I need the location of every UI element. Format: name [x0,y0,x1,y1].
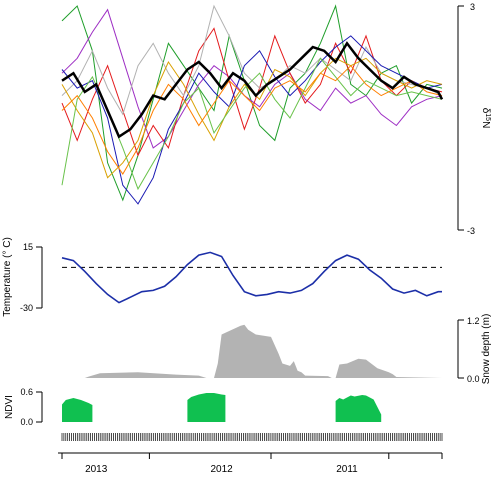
year-label-2011: 2011 [336,464,358,475]
ndvi-y-tick-label-top: 0.6 [20,387,33,397]
d15n-individual-line-3 [61,27,443,157]
sample-date-rug [61,433,443,441]
d15n-individual-line-6 [61,57,443,179]
ndvi-area-3 [335,395,382,422]
d15n-mean-line [61,41,444,139]
year-label-2013: 2013 [85,464,108,475]
timeline-year-group: 2013 2012 2011 [61,453,443,475]
d15n-y-tick-label-top: 3 [470,2,475,12]
year-label-2012: 2012 [210,464,233,475]
ndvi-y-tick-label-bottom: 0.0 [20,417,33,427]
ndvi-series-group [62,393,382,422]
snow-y-tick-label-top: 1.2 [467,316,480,326]
snow-y-axis-label: Snow depth (m) [481,314,492,385]
ndvi-panel: 0.6 0.0 NDVI [4,387,382,427]
temperature-y-axis-label: Temperature (° C) [2,237,13,317]
temperature-series-group [61,251,442,304]
d15n-individual-line-8 [61,64,443,175]
d15n-panel: 3 -3 δ15N [61,2,492,236]
temperature-panel: 15 -30 Temperature (° C) [2,237,442,317]
snow-depth-area [62,324,442,378]
snow-y-tick-label-bottom: 0.0 [467,374,480,384]
d15n-individual-line-7 [61,57,443,191]
ndvi-area-1 [62,398,93,422]
d15n-series-group [61,4,444,205]
snow-depth-series-group [62,324,442,378]
d15n-individual-line-5 [61,35,443,205]
d15n-y-axis-label: δ15N [480,108,492,129]
ndvi-y-axis-label: NDVI [4,395,15,419]
d15n-y-tick-label-bottom: -3 [467,226,475,236]
ndvi-area-2 [187,393,226,422]
snow-depth-panel: 1.2 0.0 Snow depth (m) [62,314,492,385]
temperature-y-tick-label-bottom: -30 [20,303,33,313]
temperature-line [61,251,442,304]
d15n-individual-line-2 [61,8,443,149]
temperature-y-tick-label-top: 15 [23,242,33,252]
